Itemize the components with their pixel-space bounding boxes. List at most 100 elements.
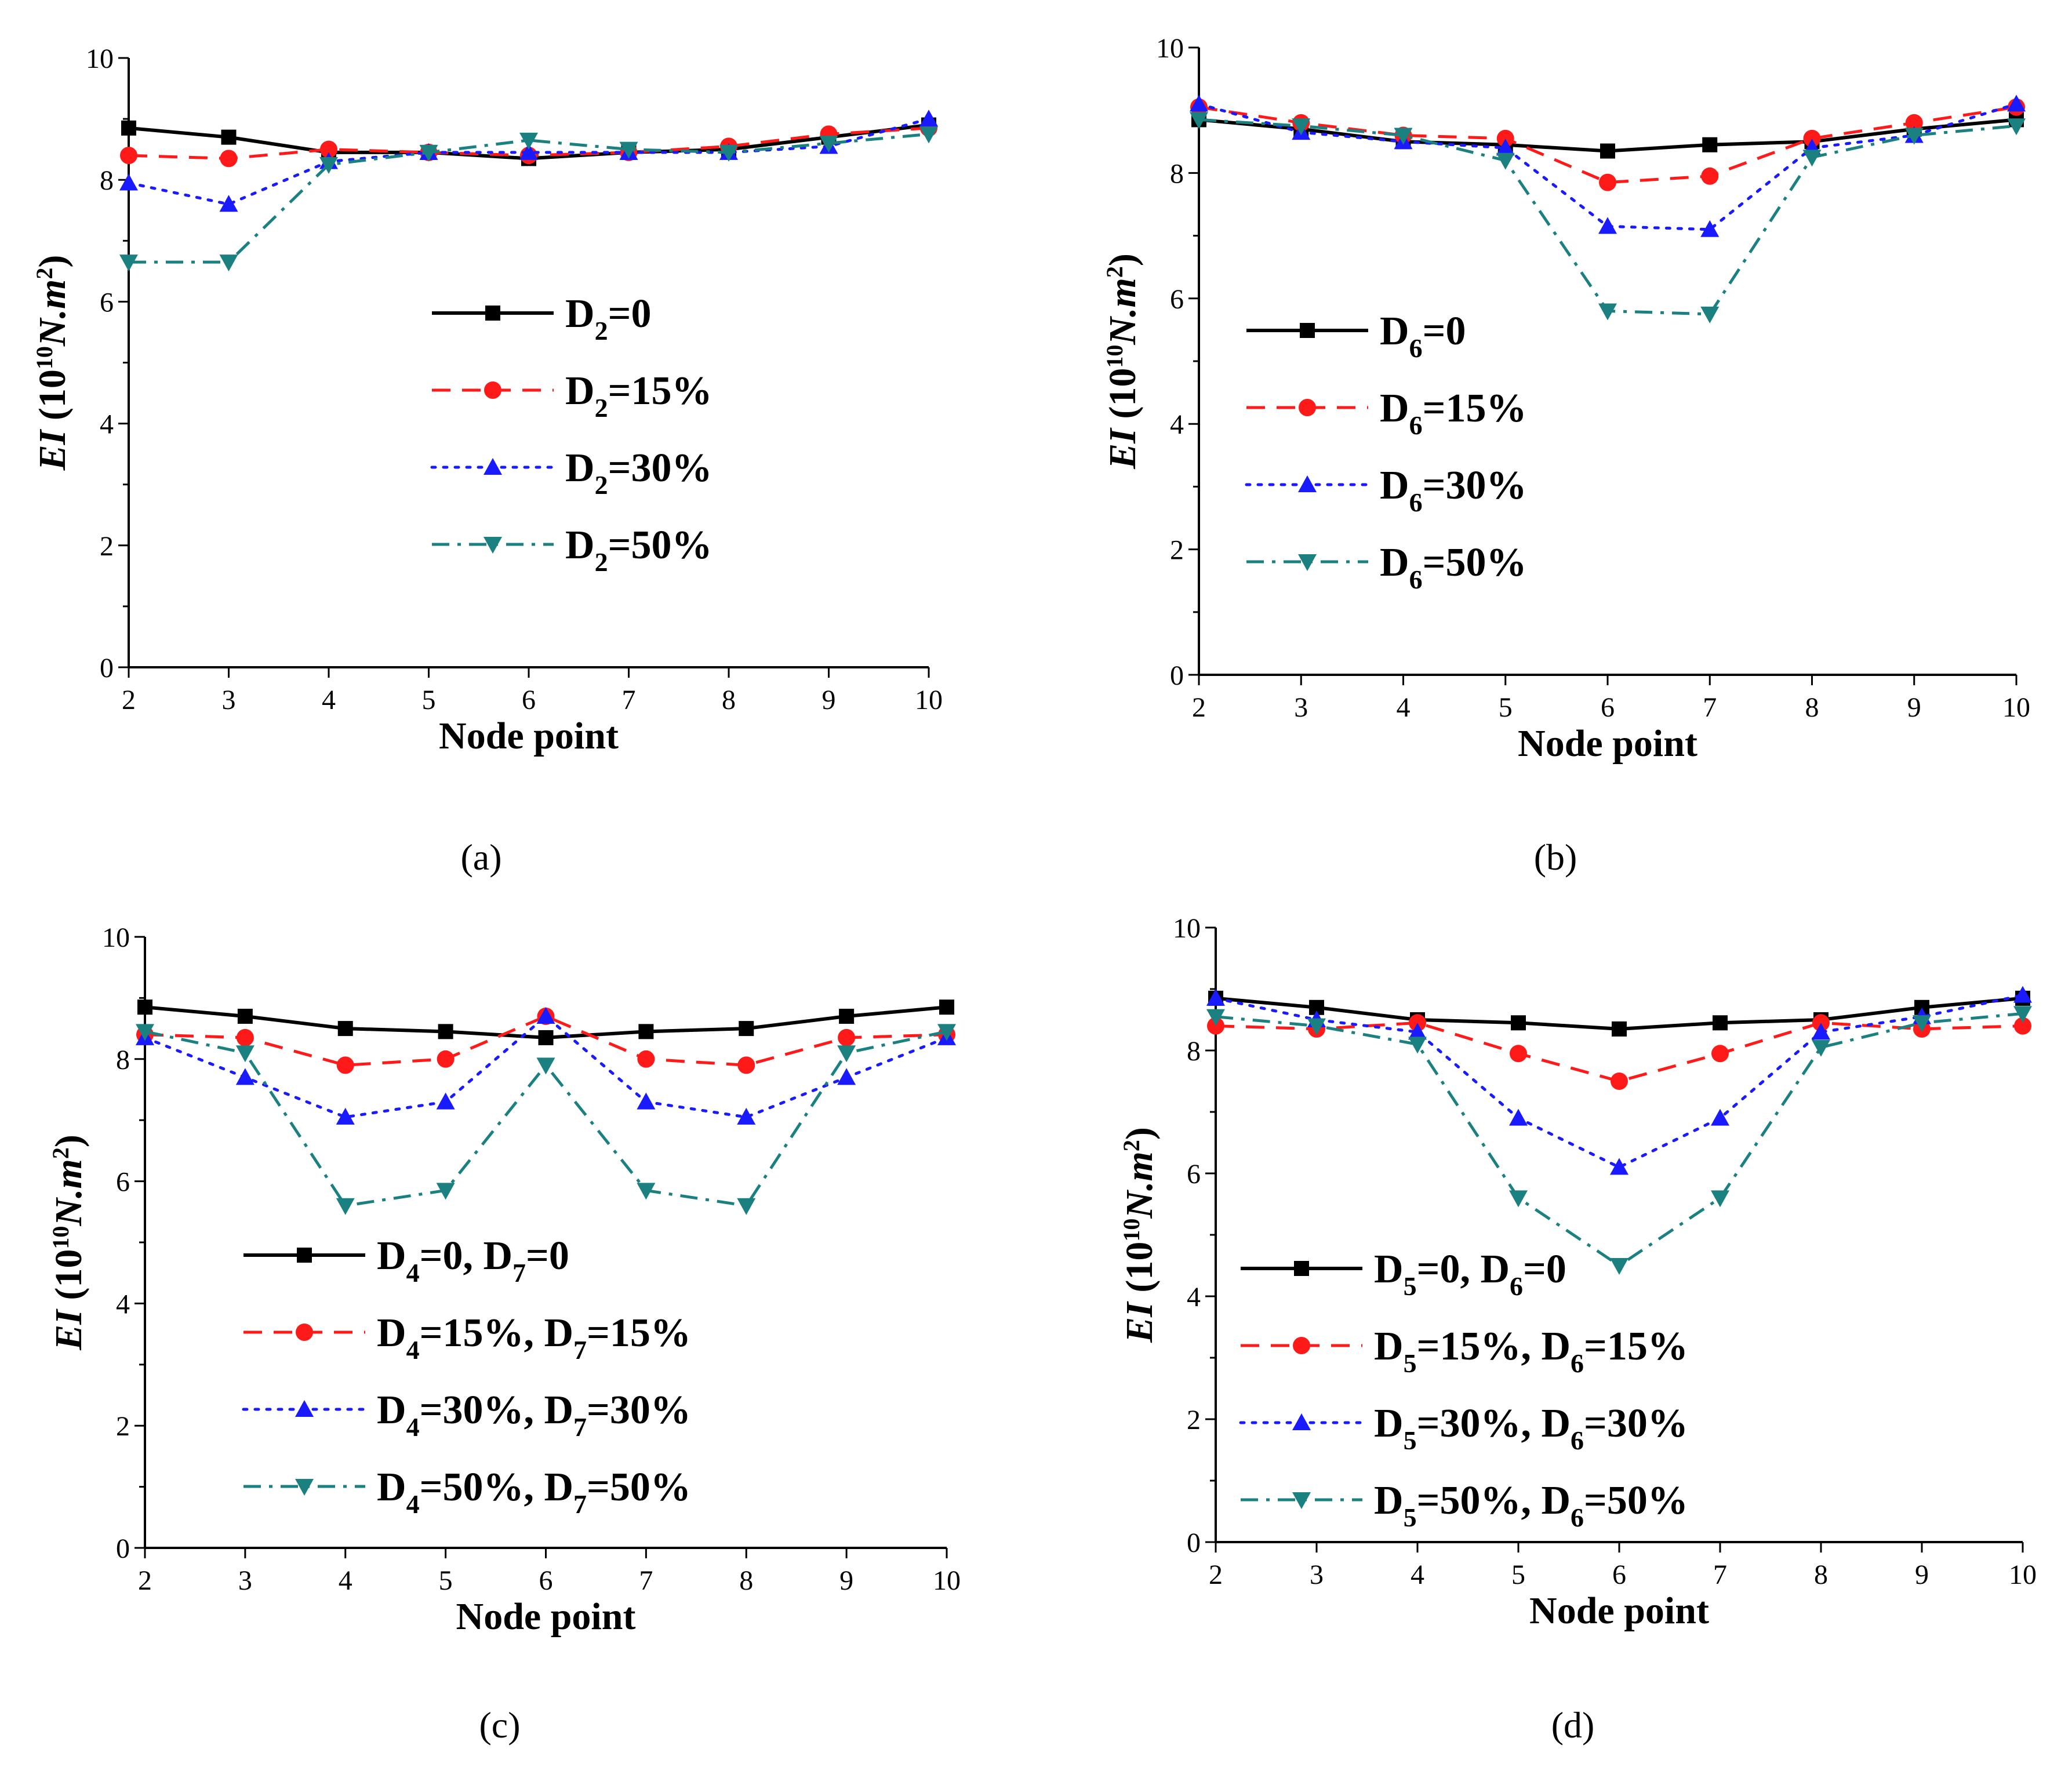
data-point (1711, 1045, 1729, 1063)
data-point (838, 1028, 856, 1046)
data-point (1812, 1023, 1830, 1040)
data-point (919, 126, 938, 144)
data-point (1812, 1039, 1830, 1057)
x-tick-label: 4 (1411, 1559, 1424, 1590)
legend-marker (1300, 323, 1315, 338)
x-tick-label: 10 (933, 1565, 961, 1596)
data-point (1711, 1108, 1729, 1126)
data-point (337, 1021, 353, 1037)
data-point (1803, 129, 1821, 147)
series-line (1215, 1021, 2023, 1083)
legend-item: D6=15% (1246, 386, 1526, 440)
data-point (1394, 128, 1413, 145)
legend-item: D6=30% (1245, 463, 1526, 517)
y-tick-label: 0 (1170, 660, 1184, 691)
x-tick-label: 6 (539, 1565, 553, 1596)
x-tick-label: 8 (1814, 1559, 1828, 1590)
y-tick-label: 4 (100, 409, 114, 440)
panel-caption: (b) (1534, 837, 1577, 878)
data-point (1713, 1015, 1728, 1031)
x-tick-label: 6 (522, 685, 536, 715)
x-tick-label: 7 (622, 685, 636, 715)
y-tick-label: 4 (1170, 409, 1184, 440)
x-tick-label: 5 (1511, 1559, 1525, 1590)
data-point (221, 129, 237, 145)
x-tick-label: 9 (822, 685, 836, 715)
legend-marker (1294, 1261, 1309, 1276)
data-point (235, 1068, 255, 1085)
data-point (437, 1050, 455, 1068)
legend-marker (296, 1324, 313, 1341)
data-point (1509, 1190, 1528, 1208)
data-point (1509, 1108, 1528, 1126)
data-point (336, 1107, 355, 1125)
data-point (2007, 94, 2026, 112)
data-point (1702, 137, 1718, 152)
data-point (937, 1024, 956, 1041)
legend: D6=0 D6=15% D6=30% D6=50% (1245, 309, 1526, 594)
data-point (136, 1024, 154, 1041)
data-point (2013, 986, 2032, 1003)
data-point (1496, 129, 1514, 147)
data-point (119, 255, 138, 272)
legend-item: D2=30% (430, 446, 712, 500)
data-point (419, 144, 438, 162)
legend-item: D5=0, D6=0 (1241, 1247, 1566, 1301)
y-tick-label: 6 (100, 287, 114, 318)
x-axis-label: Node point (1529, 1590, 1709, 1632)
data-point (519, 143, 538, 160)
x-tick-label: 8 (722, 685, 736, 715)
y-tick-label: 8 (1170, 158, 1184, 189)
x-tick-label: 2 (1192, 692, 1206, 723)
y-tick-label: 4 (1187, 1282, 1201, 1313)
x-tick-label: 2 (1209, 1559, 1223, 1590)
legend: D4=0, D7=0 D4=15%, D7=15% D4=30%, D7=30% D4… (242, 1234, 691, 1519)
data-point (237, 1009, 253, 1024)
y-tick-label: 2 (100, 531, 114, 562)
series-4 (119, 126, 938, 272)
legend-marker (1298, 554, 1317, 571)
y-tick-label: 8 (116, 1045, 130, 1075)
legend-marker (484, 381, 501, 399)
data-point (1599, 173, 1616, 191)
data-point (1700, 220, 1720, 237)
x-tick-label: 9 (1915, 1559, 1929, 1590)
data-point (536, 1057, 555, 1075)
y-tick-label: 2 (1187, 1405, 1201, 1435)
panel-caption: (c) (479, 1704, 520, 1746)
x-tick-label: 3 (238, 1565, 252, 1596)
y-axis-label: EI (1010N.m2) (48, 1135, 90, 1351)
data-point (737, 1107, 756, 1125)
legend-label: D6=15% (1380, 386, 1526, 440)
data-point (737, 1198, 756, 1215)
series-4 (136, 1024, 956, 1215)
legend-label: D2=50% (565, 523, 712, 577)
x-tick-label: 5 (422, 685, 436, 715)
legend-item: D5=15%, D6=15% (1241, 1324, 1688, 1378)
data-point (236, 1028, 254, 1046)
data-point (619, 141, 638, 159)
y-tick-label: 2 (1170, 535, 1184, 566)
data-point (2014, 1017, 2031, 1035)
data-point (739, 1021, 754, 1037)
data-point (219, 255, 238, 272)
x-tick-label: 10 (915, 685, 943, 715)
legend: D2=0 D2=15% D2=30% D2=50% (430, 292, 712, 577)
x-tick-label: 2 (138, 1565, 152, 1596)
y-tick-label: 6 (1170, 284, 1184, 315)
series-line (129, 132, 929, 264)
data-point (837, 1068, 856, 1085)
data-point (1496, 139, 1515, 156)
x-tick-label: 8 (1805, 692, 1819, 723)
x-tick-label: 6 (1612, 1559, 1626, 1590)
x-tick-label: 4 (1397, 692, 1411, 723)
y-tick-label: 8 (1187, 1036, 1201, 1067)
y-tick-label: 0 (116, 1533, 130, 1564)
data-point (637, 1183, 656, 1200)
legend-label: D4=0, D7=0 (377, 1234, 569, 1288)
legend-item: D4=15%, D7=15% (243, 1311, 691, 1365)
y-axis-label: EI (1010N.m2) (1118, 1127, 1161, 1343)
